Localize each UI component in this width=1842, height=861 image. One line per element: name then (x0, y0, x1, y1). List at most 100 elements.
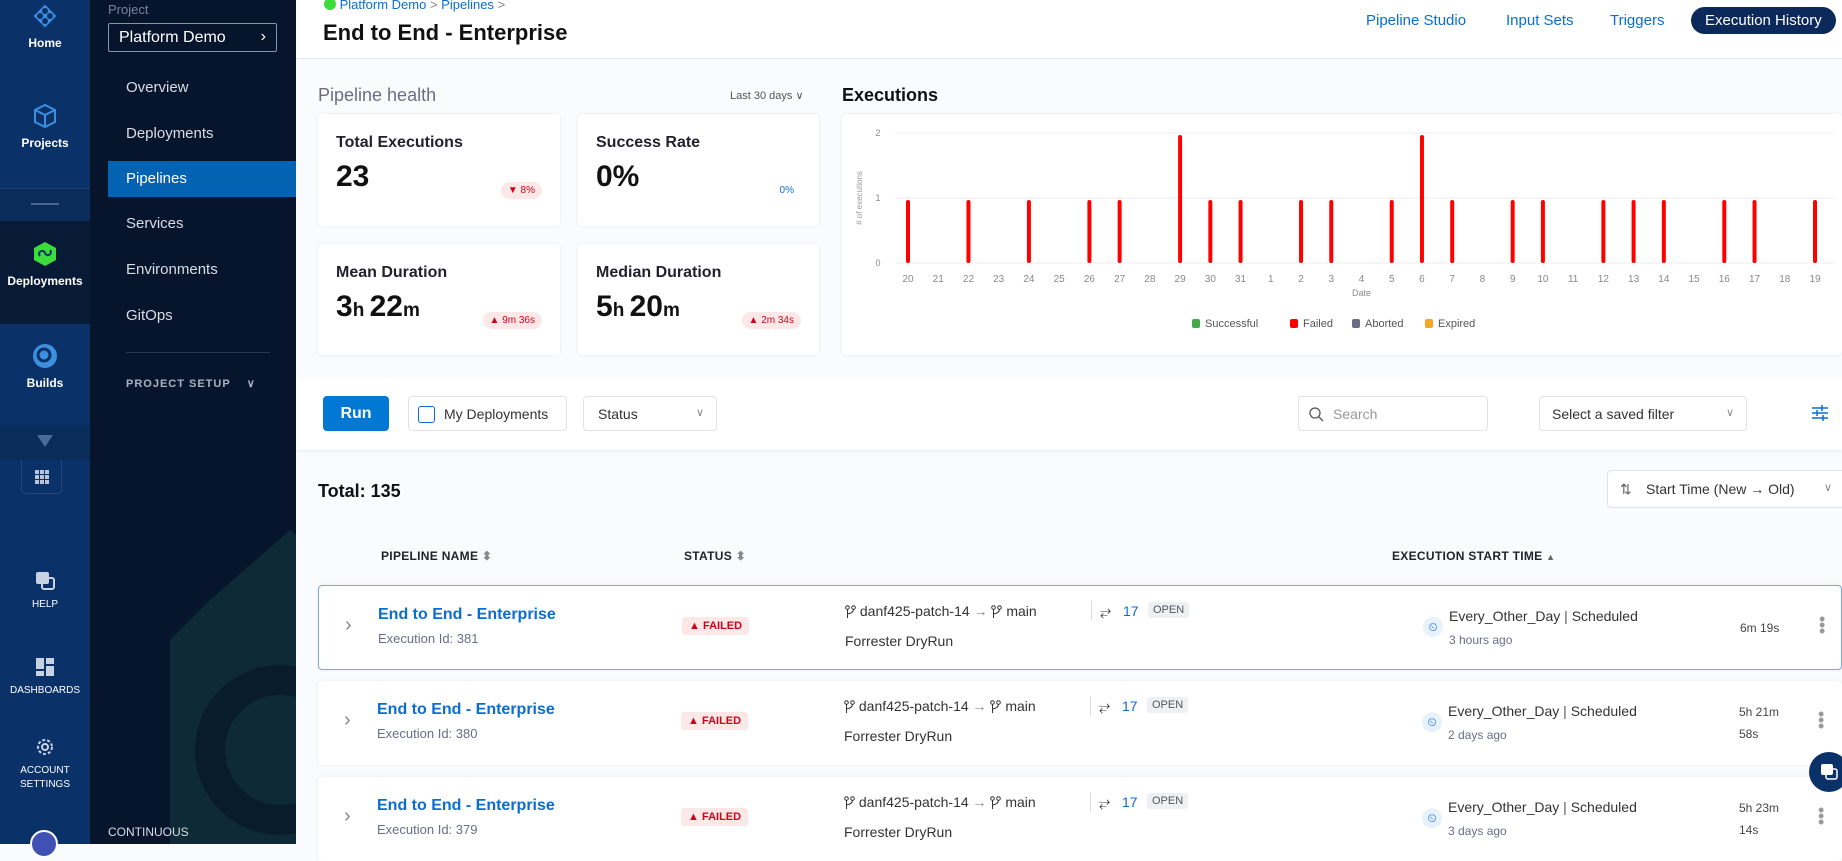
nav-deployments[interactable]: Deployments (0, 240, 90, 288)
nav-help[interactable]: HELP (0, 570, 90, 612)
bar-failed (1631, 200, 1636, 263)
filter-settings-icon[interactable] (1812, 405, 1828, 421)
expand-modules[interactable] (0, 425, 90, 460)
expand-chevron-icon[interactable]: › (345, 614, 352, 636)
more-options-icon[interactable]: • • • (1818, 800, 1825, 832)
bar-failed (1661, 200, 1666, 263)
column-status[interactable]: STATUS ⬍ (684, 549, 747, 563)
nav-gitops[interactable]: GitOps (126, 307, 173, 324)
column-execution-start-time[interactable]: EXECUTION START TIME ▲ (1392, 549, 1556, 563)
nav-environments[interactable]: Environments (126, 261, 218, 278)
bar-failed (966, 200, 971, 263)
execution-id: Execution Id: 379 (377, 822, 478, 837)
sort-dropdown[interactable]: ⇅ Start Time (New → Old) ∨ (1607, 470, 1842, 508)
x-tick-label: 28 (1144, 274, 1156, 285)
trend-badge: 0% (779, 185, 794, 196)
more-options-icon[interactable]: • • • (1818, 704, 1825, 736)
pr-number-link[interactable]: 17 (1122, 698, 1138, 714)
legend-swatch (1192, 319, 1200, 328)
chevron-down-icon: ∨ (246, 378, 256, 390)
pr-state-badge: OPEN (1148, 602, 1190, 618)
nav-services[interactable]: Services (126, 215, 184, 232)
avatar[interactable] (30, 830, 58, 858)
nav-account-settings[interactable]: ACCOUNT SETTINGS (0, 736, 90, 792)
x-tick-label: 15 (1689, 274, 1701, 285)
nav-dashboards[interactable]: DASHBOARDS (0, 656, 90, 698)
expand-chevron-icon[interactable]: › (344, 709, 351, 731)
nav-overview[interactable]: Overview (126, 79, 189, 96)
tab-triggers[interactable]: Triggers (1610, 12, 1665, 29)
time-ago: 3 hours ago (1449, 633, 1513, 647)
total-count: Total: 135 (318, 481, 401, 501)
status-dropdown[interactable]: Status ∨ (583, 396, 717, 431)
divider (1090, 792, 1091, 812)
duration: 6m 19s (1740, 621, 1780, 635)
column-pipeline-name[interactable]: PIPELINE NAME ⬍ (381, 549, 493, 563)
breadcrumb-pipelines[interactable]: Pipelines (441, 0, 494, 12)
dashboard-icon (36, 658, 54, 676)
x-tick-label: 11 (1568, 274, 1579, 285)
expand-chevron-icon[interactable]: › (344, 805, 351, 827)
background-logo (170, 530, 296, 844)
run-button[interactable]: Run (323, 396, 389, 431)
divider (126, 352, 270, 353)
checkbox-icon (418, 406, 435, 423)
nav-deployments[interactable]: Deployments (126, 125, 214, 142)
x-tick-label: 23 (993, 274, 1005, 285)
nav-projects[interactable]: Projects (0, 102, 90, 150)
my-deployments-checkbox[interactable]: My Deployments (408, 396, 567, 431)
table-row[interactable]: › End to End - Enterprise Execution Id: … (318, 681, 1842, 765)
toolbar: Run My Deployments Status ∨ Search Select… (296, 378, 1842, 450)
table-row[interactable]: › End to End - Enterprise Execution Id: … (318, 777, 1842, 861)
project-selector[interactable]: Platform Demo › (108, 23, 277, 52)
home-icon (33, 4, 57, 28)
more-options-icon[interactable]: • • • (1819, 609, 1826, 641)
breadcrumb-project[interactable]: Platform Demo (339, 0, 427, 12)
nav-pipelines[interactable]: Pipelines (108, 161, 296, 197)
bar-failed (1752, 200, 1757, 263)
pr-number-link[interactable]: 17 (1123, 603, 1139, 619)
nav-builds[interactable]: Builds (0, 342, 90, 390)
git-branch-icon (844, 700, 855, 713)
builds-icon (33, 344, 57, 368)
legend-swatch (1290, 319, 1298, 328)
arrow-right-icon: → (973, 603, 988, 619)
deployments-icon (34, 242, 56, 266)
bar-failed (1238, 200, 1243, 263)
sort-icon: ⇅ (1620, 481, 1632, 497)
range-dropdown[interactable]: Last 30 days ∨ (730, 90, 804, 102)
project-label: Project (108, 2, 149, 17)
all-modules-button[interactable] (21, 460, 62, 494)
pipeline-name-link[interactable]: End to End - Enterprise (378, 606, 556, 623)
chat-icon (1821, 764, 1838, 780)
bar-failed (1540, 200, 1545, 263)
bar-failed (1389, 200, 1394, 263)
x-tick-label: 5 (1389, 274, 1395, 285)
chat-support-button[interactable] (1809, 752, 1842, 792)
x-tick-label: 25 (1054, 274, 1066, 285)
help-icon (36, 572, 55, 590)
saved-filter-dropdown[interactable]: Select a saved filter ∨ (1539, 396, 1747, 431)
nav-deployments-active-bg (0, 221, 90, 324)
sort-icon: ⬍ (735, 549, 747, 563)
pipeline-name-link[interactable]: End to End - Enterprise (377, 797, 555, 814)
x-tick-label: 8 (1480, 274, 1486, 285)
divider (0, 188, 90, 221)
search-input[interactable]: Search (1298, 396, 1488, 431)
x-tick-label: 18 (1779, 274, 1791, 285)
tab-execution-history[interactable]: Execution History (1691, 7, 1836, 34)
x-tick-label: 29 (1175, 274, 1187, 285)
execution-id: Execution Id: 381 (378, 631, 479, 646)
legend-swatch (1352, 319, 1360, 328)
trend-badge: ▲ 9m 36s (482, 312, 542, 329)
tab-input-sets[interactable]: Input Sets (1506, 12, 1574, 29)
pipeline-name-link[interactable]: End to End - Enterprise (377, 701, 555, 718)
x-tick-label: 14 (1658, 274, 1670, 285)
target-branch: main (1006, 603, 1037, 619)
source-branch: danf425-patch-14 (858, 794, 969, 810)
table-row[interactable]: › End to End - Enterprise Execution Id: … (318, 585, 1842, 670)
nav-home[interactable]: Home (0, 2, 90, 50)
project-setup-toggle[interactable]: PROJECT SETUP ∨ (126, 378, 256, 390)
pr-number-link[interactable]: 17 (1122, 794, 1138, 810)
tab-pipeline-studio[interactable]: Pipeline Studio (1366, 12, 1467, 29)
